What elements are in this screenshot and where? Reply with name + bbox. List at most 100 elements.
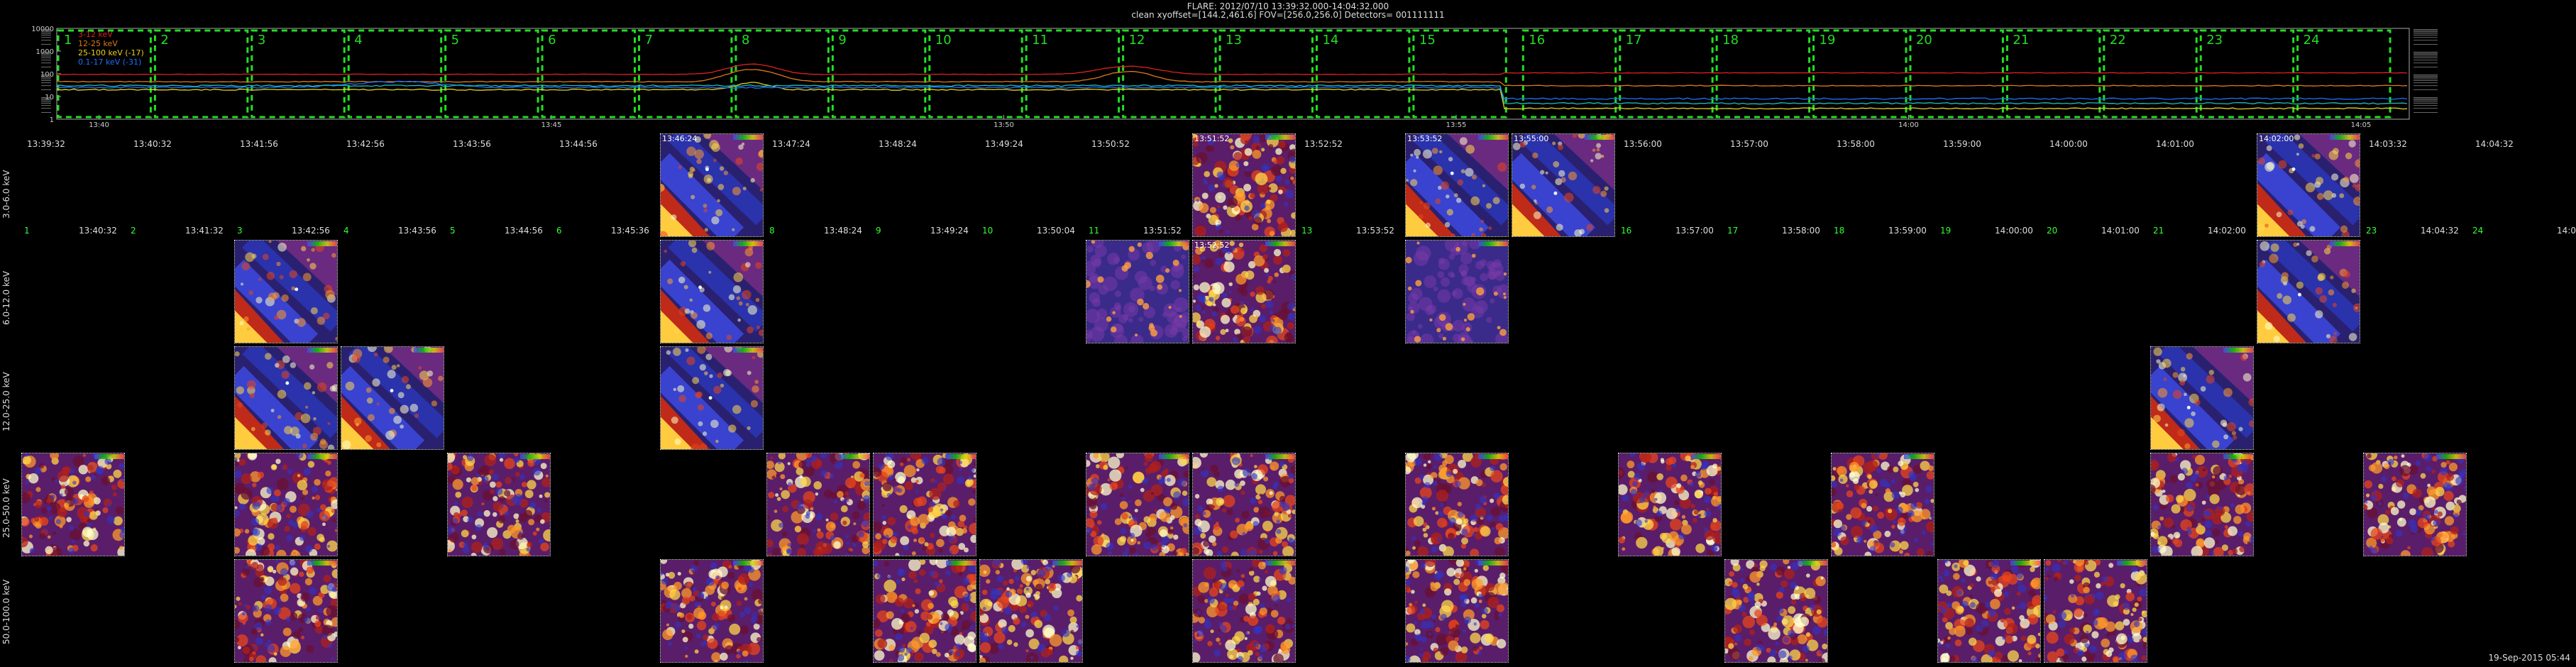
interval-number: 12 xyxy=(1129,33,1145,48)
interval-number: 21 xyxy=(2013,33,2029,48)
rhessi-image-tile xyxy=(234,453,338,556)
x-tick-label: 13:55 xyxy=(1446,121,1467,129)
interval-number: 9 xyxy=(838,33,846,48)
tile-colorbar xyxy=(1798,561,1827,566)
rhessi-image-tile xyxy=(234,346,338,450)
interval-start-time: 13:53:52 xyxy=(1356,226,1394,236)
tile-colorbar xyxy=(946,561,976,566)
interval-start-time: 13:44:56 xyxy=(505,226,543,236)
lightcurve-series xyxy=(56,69,2408,87)
interval-number: 8 xyxy=(742,33,749,48)
interval-start-time: 13:41:32 xyxy=(185,226,224,236)
interval-number: 15 xyxy=(1419,33,1436,48)
interval-index: 20 xyxy=(2047,226,2058,236)
tile-colorbar xyxy=(307,561,337,566)
lightcurve-series xyxy=(57,84,2408,105)
rhessi-image-tile xyxy=(1405,559,1509,663)
rhessi-image-tile xyxy=(766,453,870,556)
tile-colorbar xyxy=(2330,241,2360,246)
interval-index: 16 xyxy=(1621,226,1632,236)
interval-index: 6 xyxy=(556,226,562,236)
tile-colorbar xyxy=(733,348,763,353)
rhessi-image-tile xyxy=(660,559,764,663)
interval-number: 14 xyxy=(1322,33,1338,48)
interval-index: 9 xyxy=(876,226,881,236)
tile-colorbar xyxy=(1478,241,1508,246)
interval-start-time: 13:50:04 xyxy=(1037,226,1075,236)
interval-number: 10 xyxy=(935,33,952,48)
rhessi-image-tile xyxy=(660,240,764,343)
interval-start-time: 13:43:56 xyxy=(398,226,436,236)
rhessi-image-tile xyxy=(1618,453,1722,556)
rhessi-image-tile xyxy=(1937,559,2041,663)
tile-colorbar xyxy=(307,348,337,353)
interval-time-label: 14:01:00 xyxy=(2156,139,2194,149)
interval-time-label: 13:48:24 xyxy=(879,139,917,149)
interval-start-time: 13:58:00 xyxy=(1782,226,1820,236)
footer-timestamp: 19-Sep-2015 05:44 xyxy=(2488,653,2570,663)
tile-colorbar xyxy=(414,348,444,353)
interval-index: 18 xyxy=(1834,226,1845,236)
interval-time-label: 13:58:00 xyxy=(1837,139,1875,149)
energy-band-label: 3.0-6.0 keV xyxy=(1,170,11,219)
y-tick-label: 1 xyxy=(50,116,54,124)
x-tick-label: 14:05 xyxy=(2351,121,2372,129)
interval-number: 1 xyxy=(64,33,72,48)
tile-colorbar xyxy=(2223,348,2253,353)
interval-time-label: 13:42:56 xyxy=(346,139,385,149)
interval-time-label: 13:52:52 xyxy=(1304,139,1343,149)
interval-time-label: 13:40:32 xyxy=(133,139,172,149)
interval-index: 1 xyxy=(24,226,30,236)
interval-index: 21 xyxy=(2153,226,2164,236)
tile-colorbar xyxy=(733,135,763,140)
rhessi-image-tile xyxy=(1724,559,1828,663)
interval-number: 3 xyxy=(258,33,265,48)
energy-band-label: 50.0-100.0 keV xyxy=(1,579,11,644)
interval-time-label: 13:41:56 xyxy=(240,139,278,149)
tile-colorbar xyxy=(1265,561,1295,566)
energy-band-label: 12.0-25.0 keV xyxy=(1,372,11,431)
tile-colorbar xyxy=(520,454,550,459)
tile-colorbar xyxy=(1585,135,1614,140)
interval-index: 2 xyxy=(131,226,136,236)
rhessi-image-tile xyxy=(341,346,444,450)
interval-time-label: 13:44:56 xyxy=(559,139,598,149)
interval-number: 20 xyxy=(1916,33,1932,48)
rhessi-image-tile: 13:55:00 xyxy=(1512,133,1615,237)
tile-time-label: 13:55:00 xyxy=(1514,134,1549,143)
interval-time-label: 13:39:32 xyxy=(27,139,65,149)
interval-time-label: 13:49:24 xyxy=(985,139,1023,149)
rhessi-image-tile xyxy=(234,559,338,663)
interval-time-label: 14:03:32 xyxy=(2369,139,2407,149)
legend-entry: 3-12 keV xyxy=(78,30,113,39)
plot-title: FLARE: 2012/07/10 13:39:32.000-14:04:32.… xyxy=(1187,1,1389,11)
interval-number: 5 xyxy=(451,33,459,48)
interval-number: 6 xyxy=(548,33,556,48)
interval-end-time: 14:05:28 xyxy=(2557,226,2576,236)
tile-colorbar xyxy=(1265,241,1295,246)
tile-colorbar xyxy=(1478,454,1508,459)
interval-time-label: 14:04:32 xyxy=(2475,139,2514,149)
tile-colorbar xyxy=(94,454,124,459)
interval-start-time: 13:57:00 xyxy=(1675,226,1714,236)
interval-box xyxy=(734,29,830,118)
rhessi-image-tile: 13:51:52 xyxy=(1192,133,1296,237)
rhessi-image-tile xyxy=(1086,240,1189,343)
tile-colorbar xyxy=(1265,454,1295,459)
tile-colorbar xyxy=(1052,561,1082,566)
interval-start-time: 14:00:00 xyxy=(1995,226,2033,236)
interval-time-label: 13:57:00 xyxy=(1730,139,1768,149)
interval-index: 4 xyxy=(343,226,349,236)
rhessi-image-tile xyxy=(2150,453,2254,556)
rhessi-image-tile xyxy=(979,559,1083,663)
rhessi-image-tile xyxy=(660,346,764,450)
interval-number: 2 xyxy=(160,33,168,48)
interval-number: 18 xyxy=(1722,33,1739,48)
rhessi-image-tile xyxy=(234,240,338,343)
x-tick-label: 13:45 xyxy=(541,121,562,129)
interval-index: 10 xyxy=(982,226,993,236)
legend-entry: 25-100 keV (-17) xyxy=(78,48,144,57)
interval-number: 11 xyxy=(1032,33,1048,48)
rhessi-image-tile xyxy=(873,559,976,663)
